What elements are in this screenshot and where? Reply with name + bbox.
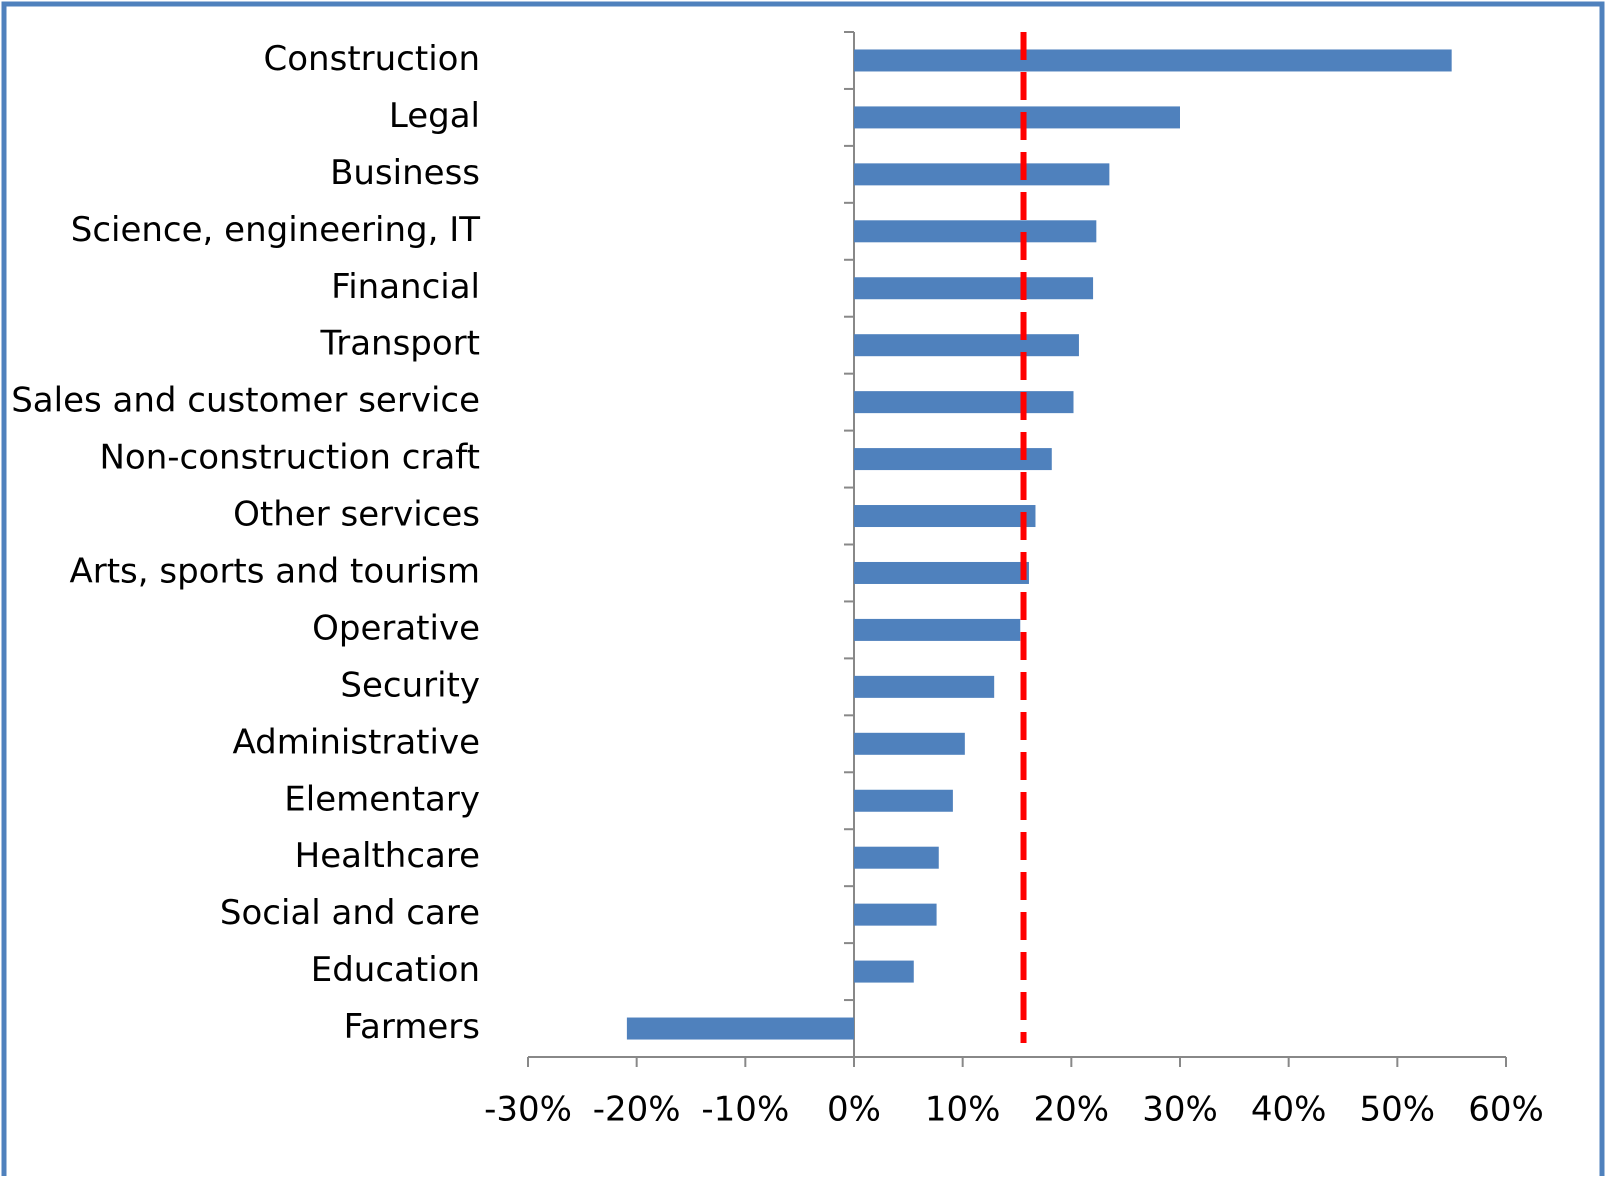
x-tick-label: -10% [701,1090,789,1130]
x-tick-label: 0% [827,1090,881,1130]
y-tick-label: Science, engineering, IT [71,210,480,250]
x-tick-label: 30% [1142,1090,1218,1130]
bar [854,846,939,869]
y-tick-label: Sales and customer service [11,381,480,421]
y-tick-label: Education [311,950,480,990]
x-tick-label: 10% [925,1090,1001,1130]
bar [854,789,953,812]
bar [854,732,965,755]
x-tick-label: -30% [484,1090,572,1130]
y-tick-label: Social and care [220,893,480,933]
bar [854,220,1097,243]
y-tick-label: Operative [312,608,480,648]
x-tick-label: -20% [593,1090,681,1130]
y-tick-label: Elementary [284,779,480,819]
y-tick-label: Transport [319,324,480,364]
bar [626,1017,854,1040]
bar [854,334,1079,357]
bar [854,163,1110,186]
x-tick-label: 60% [1468,1090,1544,1130]
y-tick-label: Non-construction craft [99,438,480,478]
bar [854,277,1094,300]
y-tick-label: Construction [264,39,480,79]
x-tick-label: 20% [1034,1090,1110,1130]
bar [854,49,1452,72]
bar [854,675,995,698]
y-tick-label: Farmers [344,1007,480,1047]
bar [854,391,1074,414]
bar [854,960,914,983]
bar [854,106,1180,129]
bar [854,505,1036,528]
x-tick-label: 50% [1360,1090,1436,1130]
bar [854,618,1021,641]
y-tick-label: Administrative [233,722,480,762]
y-tick-label: Legal [389,96,480,136]
y-tick-label: Security [340,665,480,705]
y-tick-label: Arts, sports and tourism [69,551,480,591]
bar [854,448,1052,471]
bar [854,903,937,926]
y-tick-label: Healthcare [295,836,480,876]
bar [854,561,1029,584]
y-tick-label: Financial [331,267,480,307]
x-tick-label: 40% [1251,1090,1327,1130]
y-tick-label: Other services [233,495,480,535]
y-tick-label: Business [330,153,480,193]
